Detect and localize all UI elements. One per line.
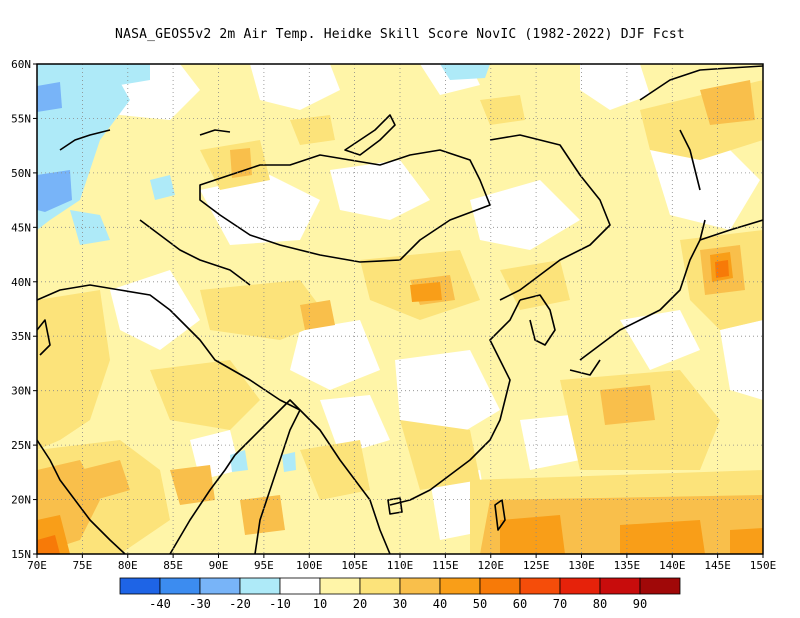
coastline-lines [37,65,763,554]
grid-lines [37,64,763,554]
lat-tick-label: 40N [11,276,31,289]
colorbar-swatch [599,577,641,595]
lon-tick-label: 95E [254,559,274,572]
colorbar-label: -30 [189,597,211,611]
colorbar-label: 10 [313,597,327,611]
colorbar-swatch [159,577,201,595]
lon-tick-label: 120E [478,559,505,572]
lon-tick-label: 80E [118,559,138,572]
colorbar-swatch [439,577,481,595]
colorbar-label: 20 [353,597,367,611]
colorbar-label: -20 [229,597,251,611]
colorbar-swatch [519,577,561,595]
lat-tick-label: 60N [11,58,31,71]
skill-score-field [37,64,763,554]
lat-tick-label: 35N [11,330,31,343]
colorbar-swatch [559,577,601,595]
colorbar-swatch [479,577,521,595]
lat-tick-label: 30N [11,385,31,398]
lon-tick-label: 125E [523,559,550,572]
colorbar-label: 30 [393,597,407,611]
colorbar-swatch [399,577,441,595]
colorbar-label: 60 [513,597,527,611]
lat-tick-label: 45N [11,221,31,234]
lon-tick-label: 140E [659,559,686,572]
colorbar-label: -10 [269,597,291,611]
colorbar-swatch [359,577,401,595]
colorbar-label: 90 [633,597,647,611]
colorbar-label: 80 [593,597,607,611]
lon-tick-label: 85E [163,559,183,572]
colorbar-swatch [199,577,241,595]
lat-tick-label: 15N [11,548,31,561]
colorbar-label: -40 [149,597,171,611]
lat-tick-label: 55N [11,112,31,125]
colorbar-label: 70 [553,597,567,611]
colorbar-swatch [639,577,681,595]
lon-tick-label: 135E [614,559,641,572]
lat-tick-label: 25N [11,439,31,452]
colorbar-swatch [279,577,321,595]
lon-tick-label: 105E [341,559,368,572]
lon-tick-label: 145E [704,559,731,572]
colorbar: -40 -30 -20 -10 10 20 30 40 50 60 70 80 90 [119,577,681,611]
lon-tick-label: 110E [387,559,414,572]
colorbar-swatch [319,577,361,595]
lon-tick-label: 70E [27,559,47,572]
lon-tick-label: 130E [568,559,595,572]
lon-tick-label: 115E [432,559,459,572]
map-title: NASA_GEOS5v2 2m Air Temp. Heidke Skill S… [115,27,685,42]
axis-ticks: 70E 75E 80E 85E 90E 95E 100E 105E 110E 115E 120E 12… [11,58,776,572]
lat-tick-label: 20N [11,494,31,507]
colorbar-label: 50 [473,597,487,611]
colorbar-label: 40 [433,597,447,611]
lon-tick-label: 150E [750,559,777,572]
colorbar-swatch [239,577,281,595]
colorbar-swatch [119,577,161,595]
lon-tick-label: 100E [296,559,323,572]
lon-tick-label: 90E [209,559,229,572]
lon-tick-label: 75E [72,559,92,572]
lat-tick-label: 50N [11,167,31,180]
